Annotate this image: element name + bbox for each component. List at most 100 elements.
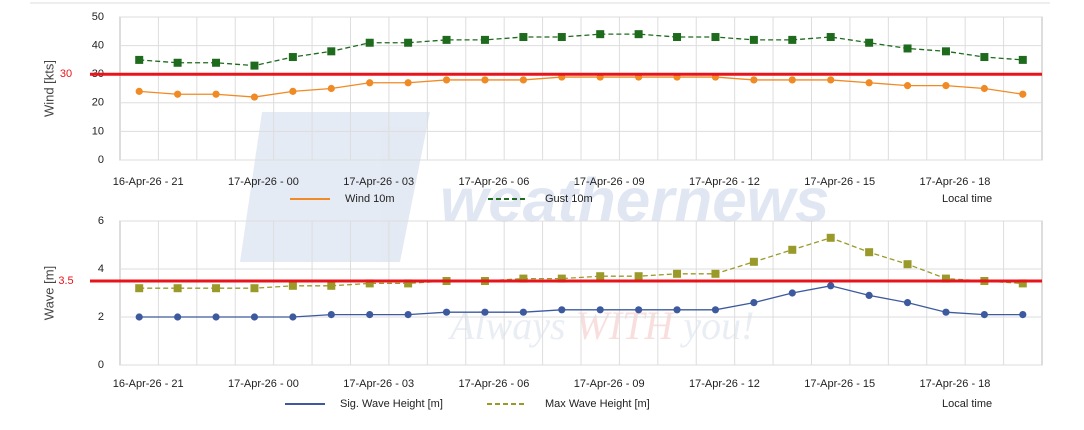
time-note: Local time <box>942 193 992 205</box>
point-marker <box>366 311 374 319</box>
point-marker <box>250 313 259 321</box>
point-marker <box>288 281 297 290</box>
point-marker <box>788 76 796 84</box>
y-tick-label: 2 <box>98 311 104 323</box>
point-marker <box>826 233 835 242</box>
point-marker <box>135 87 143 95</box>
series-line <box>139 237 1023 289</box>
point-marker <box>519 274 528 283</box>
point-marker <box>750 76 758 84</box>
point-marker <box>174 313 182 321</box>
point-marker <box>903 44 912 53</box>
point-marker <box>634 272 643 281</box>
point-marker <box>135 284 144 293</box>
point-marker <box>711 269 720 278</box>
point-marker <box>980 311 988 319</box>
point-marker <box>1018 279 1027 288</box>
point-marker <box>788 245 797 254</box>
point-marker <box>788 289 796 297</box>
point-marker <box>827 282 835 290</box>
point-marker <box>557 274 566 283</box>
x-tick-label: 17-Apr-26 - 18 <box>919 378 990 390</box>
point-marker <box>366 79 374 87</box>
point-marker <box>942 308 950 316</box>
y-tick-label: 6 <box>98 215 104 227</box>
point-marker <box>634 30 643 39</box>
y-tick-label: 10 <box>92 125 104 137</box>
watermark-logo <box>240 112 430 262</box>
legend-label: Wind 10m <box>345 193 395 205</box>
x-tick-label: 17-Apr-26 - 00 <box>228 176 299 188</box>
point-marker <box>250 284 259 293</box>
point-marker <box>250 93 259 101</box>
point-marker <box>826 33 835 42</box>
point-marker <box>711 33 720 42</box>
x-tick-label: 17-Apr-26 - 00 <box>228 378 299 390</box>
x-tick-label: 17-Apr-26 - 15 <box>804 176 875 188</box>
point-marker <box>673 306 681 314</box>
point-marker <box>212 90 220 98</box>
point-marker <box>635 306 643 314</box>
point-marker <box>212 284 221 293</box>
point-marker <box>1018 55 1027 64</box>
x-tick-label: 17-Apr-26 - 03 <box>343 176 414 188</box>
point-marker <box>404 38 413 47</box>
x-tick-label: 16-Apr-26 - 21 <box>113 176 184 188</box>
point-marker <box>135 313 143 321</box>
point-marker <box>749 35 758 44</box>
x-tick-label: 16-Apr-26 - 21 <box>113 378 184 390</box>
point-marker <box>941 47 950 56</box>
point-marker <box>673 269 682 278</box>
point-marker <box>480 35 489 44</box>
point-marker <box>212 313 220 321</box>
point-marker <box>980 84 988 93</box>
point-marker <box>289 87 297 95</box>
point-marker <box>558 306 566 314</box>
series-line <box>139 76 1023 98</box>
y-axis-title: Wave [m] <box>41 266 56 320</box>
slogan-mid: WITH <box>576 303 676 348</box>
threshold-label: 30 <box>60 68 72 80</box>
legend-label: Max Wave Height [m] <box>545 398 650 410</box>
x-tick-label: 17-Apr-26 - 06 <box>458 378 529 390</box>
x-tick-label: 17-Apr-26 - 09 <box>574 176 645 188</box>
point-marker <box>749 257 758 266</box>
watermark-brand: weathernews <box>440 166 829 235</box>
series-line <box>139 285 1023 318</box>
x-tick-label: 17-Apr-26 - 15 <box>804 378 875 390</box>
y-tick-label: 50 <box>92 11 104 23</box>
point-marker <box>557 33 566 42</box>
point-marker <box>941 274 950 283</box>
x-tick-label: 17-Apr-26 - 03 <box>343 378 414 390</box>
y-tick-label: 40 <box>92 40 104 52</box>
point-marker <box>442 308 451 316</box>
point-marker <box>750 299 758 307</box>
point-marker <box>288 53 297 62</box>
time-note: Local time <box>942 398 992 410</box>
point-marker <box>865 79 873 87</box>
point-marker <box>442 76 451 84</box>
point-marker <box>827 76 835 84</box>
point-marker <box>1019 311 1027 319</box>
point-marker <box>327 281 336 290</box>
point-marker <box>596 30 605 39</box>
x-tick-label: 17-Apr-26 - 18 <box>919 176 990 188</box>
point-marker <box>327 311 335 319</box>
point-marker <box>903 299 912 307</box>
x-tick-label: 17-Apr-26 - 12 <box>689 378 760 390</box>
point-marker <box>1019 90 1027 98</box>
point-marker <box>442 35 451 44</box>
point-marker <box>135 55 144 64</box>
legend-label: Gust 10m <box>545 193 593 205</box>
y-tick-label: 0 <box>98 154 104 166</box>
point-marker <box>365 279 374 288</box>
watermark: weathernews Always WITH you! <box>240 112 829 348</box>
point-marker <box>212 58 221 67</box>
point-marker <box>250 61 259 70</box>
series-line <box>139 33 1023 67</box>
point-marker <box>481 308 489 316</box>
point-marker <box>289 313 297 321</box>
threshold-label: 3.5 <box>58 275 73 287</box>
point-marker <box>865 248 874 257</box>
